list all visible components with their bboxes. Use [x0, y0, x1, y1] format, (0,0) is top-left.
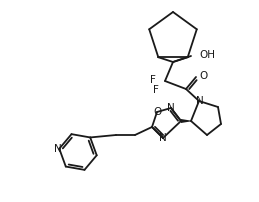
Text: F: F — [153, 85, 159, 95]
Text: N: N — [167, 103, 175, 113]
Text: F: F — [150, 75, 156, 85]
Text: N: N — [159, 133, 167, 143]
Polygon shape — [181, 119, 191, 123]
Text: OH: OH — [199, 50, 215, 60]
Text: N: N — [54, 144, 62, 154]
Text: O: O — [199, 71, 207, 81]
Text: N: N — [196, 96, 204, 106]
Text: O: O — [153, 107, 161, 117]
